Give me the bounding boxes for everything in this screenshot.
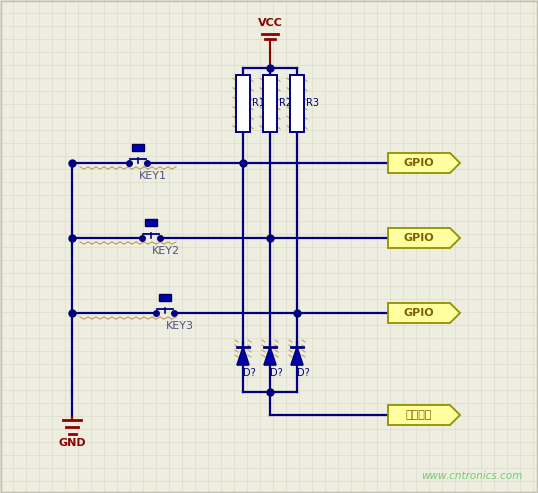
- Bar: [236, 75, 250, 132]
- Polygon shape: [388, 153, 460, 173]
- Polygon shape: [237, 347, 249, 365]
- Bar: [145, 219, 157, 226]
- Text: R1: R1: [252, 99, 265, 108]
- Text: GPIO: GPIO: [404, 158, 434, 168]
- Polygon shape: [291, 347, 303, 365]
- Text: D?: D?: [270, 368, 283, 378]
- Text: GND: GND: [58, 438, 86, 448]
- Polygon shape: [388, 405, 460, 425]
- Text: 外部中断: 外部中断: [406, 410, 432, 420]
- Text: GPIO: GPIO: [404, 308, 434, 318]
- Text: R2: R2: [279, 99, 292, 108]
- Polygon shape: [264, 347, 276, 365]
- Text: D?: D?: [243, 368, 256, 378]
- Bar: [263, 75, 277, 132]
- Text: GPIO: GPIO: [404, 233, 434, 243]
- Bar: [290, 75, 304, 132]
- Text: KEY3: KEY3: [166, 321, 194, 331]
- Text: KEY2: KEY2: [152, 246, 180, 256]
- Polygon shape: [388, 228, 460, 248]
- Text: VCC: VCC: [258, 18, 282, 28]
- Text: D?: D?: [297, 368, 310, 378]
- Polygon shape: [388, 303, 460, 323]
- Text: R3: R3: [306, 99, 319, 108]
- Bar: [159, 294, 171, 301]
- Text: KEY1: KEY1: [138, 171, 166, 181]
- Bar: [131, 144, 144, 151]
- Text: www.cntronics.com: www.cntronics.com: [422, 471, 523, 481]
